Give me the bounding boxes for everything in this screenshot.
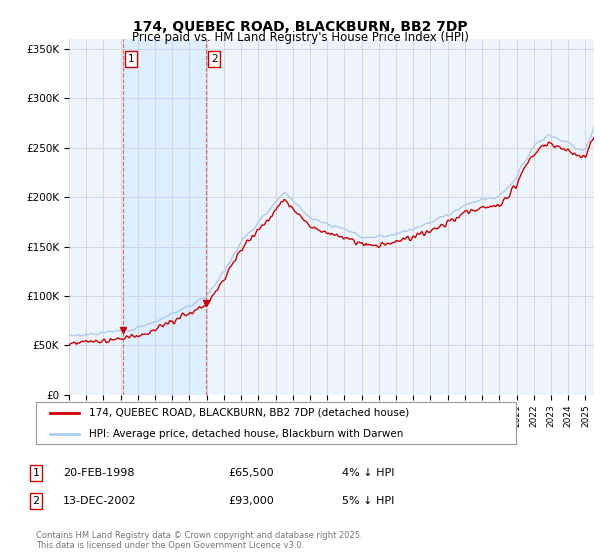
Text: 2: 2 [32, 496, 40, 506]
Text: 5% ↓ HPI: 5% ↓ HPI [342, 496, 394, 506]
Text: 174, QUEBEC ROAD, BLACKBURN, BB2 7DP: 174, QUEBEC ROAD, BLACKBURN, BB2 7DP [133, 20, 467, 34]
Text: 20-FEB-1998: 20-FEB-1998 [63, 468, 134, 478]
Text: Contains HM Land Registry data © Crown copyright and database right 2025.
This d: Contains HM Land Registry data © Crown c… [36, 530, 362, 550]
Text: £93,000: £93,000 [228, 496, 274, 506]
Text: £65,500: £65,500 [228, 468, 274, 478]
FancyBboxPatch shape [36, 402, 516, 444]
Text: 2: 2 [211, 54, 218, 64]
Text: HPI: Average price, detached house, Blackburn with Darwen: HPI: Average price, detached house, Blac… [89, 430, 403, 439]
Text: 4% ↓ HPI: 4% ↓ HPI [342, 468, 395, 478]
Bar [123, 39, 206, 395]
Text: 174, QUEBEC ROAD, BLACKBURN, BB2 7DP (detached house): 174, QUEBEC ROAD, BLACKBURN, BB2 7DP (de… [89, 408, 409, 418]
Text: 13-DEC-2002: 13-DEC-2002 [63, 496, 137, 506]
Text: 1: 1 [128, 54, 134, 64]
Text: 1: 1 [32, 468, 40, 478]
Text: Price paid vs. HM Land Registry's House Price Index (HPI): Price paid vs. HM Land Registry's House … [131, 31, 469, 44]
